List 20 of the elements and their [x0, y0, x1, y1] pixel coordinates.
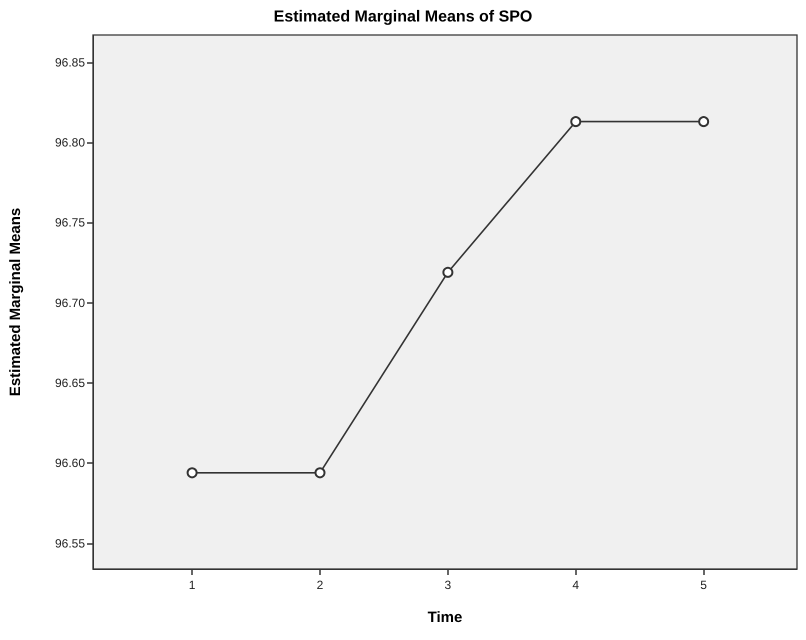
x-tick-label: 5 [700, 578, 708, 592]
x-axis-title: Time [428, 609, 462, 626]
x-tick-label: 2 [316, 578, 324, 592]
point [314, 467, 326, 478]
y-tick-label: 96.80 [54, 135, 86, 150]
y-tick-label: 96.85 [54, 55, 86, 70]
y-tick-label: 96.60 [54, 456, 86, 470]
y-tick-label: 96.65 [54, 376, 86, 390]
point [442, 266, 454, 278]
y-tick-label: 96.55 [54, 536, 86, 550]
y-axis-title: Estimated Marginal Means [7, 208, 24, 396]
x-tick-label: 3 [444, 578, 452, 592]
x-tick-label: 1 [188, 578, 196, 592]
point [570, 116, 582, 128]
y-tick-label: 96.75 [54, 216, 86, 230]
point [698, 116, 710, 128]
chart-title: Estimated Marginal Means of SPO [274, 8, 532, 26]
point [186, 467, 198, 478]
x-tick-label: 4 [572, 578, 580, 592]
y-tick-label: 96.70 [54, 296, 86, 310]
